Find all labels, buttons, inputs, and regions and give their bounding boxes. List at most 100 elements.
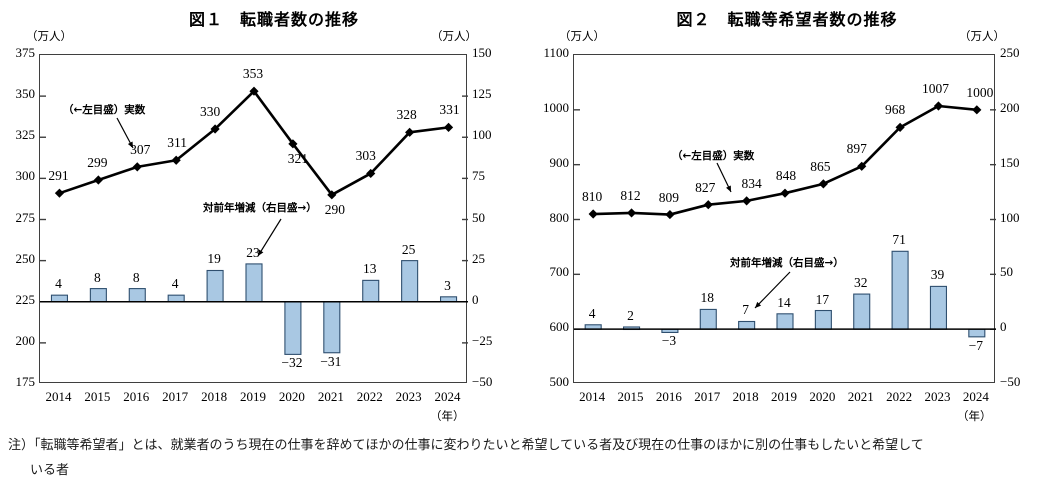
x-axis-tick-label: 2017 (162, 389, 189, 404)
y-axis-tick-label: 300 (15, 168, 36, 184)
x-axis-tick-label: 2014 (45, 389, 72, 404)
x-axis-tick-label: 2022 (886, 389, 913, 404)
y-axis-tick-label: 800 (549, 209, 570, 225)
x-axis-tick-label: 2024 (434, 389, 461, 404)
line-value-label: 290 (324, 201, 345, 217)
bar-value-label: 8 (93, 269, 101, 285)
y-axis-tick-label: 175 (15, 374, 36, 389)
y2-axis-tick-label: 0 (1000, 319, 1007, 335)
x-axis-tick-label: 2018 (201, 389, 228, 404)
x-axis-tick-label: 2023 (395, 389, 422, 404)
y-axis-tick-label: 350 (15, 86, 36, 102)
bar-value-label: 14 (777, 294, 791, 310)
x-axis-tick-label: 2017 (694, 389, 721, 404)
bar-value-label: 4 (55, 276, 62, 292)
bar-value-label: 19 (207, 251, 221, 267)
bar-value-label: 13 (362, 261, 377, 277)
line-series-annotation: （←左目盛）実数 (63, 104, 146, 116)
bar-value-label: 4 (171, 276, 179, 292)
y2-axis-tick-label: 75 (472, 168, 485, 184)
line-value-label: 331 (439, 102, 460, 118)
line-value-label: 810 (582, 189, 603, 205)
y2-axis-tick-label: 125 (472, 86, 492, 102)
x-axis-tick-label: 2015 (617, 389, 644, 404)
y2-axis-tick-label: −50 (1000, 374, 1021, 389)
bar-value-label: 17 (815, 291, 830, 307)
bar-value-label: 8 (132, 269, 140, 285)
line-value-label: 827 (695, 179, 716, 195)
figure-1-plot-area (39, 54, 468, 383)
x-axis-tick-label: 2020 (278, 389, 305, 404)
footnote-line-2: いる者 (30, 462, 70, 478)
y-axis-tick-label: 250 (15, 250, 36, 266)
y2-axis-tick-label: −50 (472, 374, 493, 389)
figure-1-right-axis-unit: （万人） (431, 29, 477, 43)
bar-value-label: 7 (742, 302, 749, 318)
bar-value-label: −3 (661, 333, 677, 349)
bar-value-label: 39 (930, 267, 945, 283)
line-value-label: 897 (846, 141, 867, 157)
x-axis-tick-label: 2019 (240, 389, 266, 404)
y-axis-tick-label: 600 (549, 319, 570, 335)
line-value-label: 321 (287, 150, 309, 166)
x-axis-tick-label: 2016 (123, 389, 150, 404)
line-value-label: 1000 (966, 84, 994, 100)
figure-2-left-axis-unit: （万人） (559, 29, 605, 43)
line-value-label: 303 (355, 148, 376, 164)
figure-2-title: 図２ 転職等希望者数の推移 (676, 10, 898, 29)
y2-axis-tick-label: 100 (472, 127, 492, 143)
y-axis-tick-label: 1100 (543, 45, 569, 60)
figure-1-title: 図１ 転職者数の推移 (188, 10, 359, 29)
x-axis-tick-label: 2021 (317, 389, 344, 404)
x-axis-tick-label: 2015 (84, 389, 111, 404)
y2-axis-tick-label: 25 (472, 250, 485, 266)
bar-value-label: 4 (588, 305, 596, 321)
line-value-label: 865 (810, 158, 831, 174)
bar-value-label: 32 (853, 275, 868, 291)
figure-1-left-axis-unit: （万人） (26, 29, 72, 43)
y2-axis-tick-label: 250 (1000, 45, 1020, 60)
figure-2-right-axis-unit: （万人） (959, 29, 1005, 43)
line-value-label: 311 (167, 135, 188, 151)
line-value-label: 330 (199, 104, 221, 120)
line-value-label: 1007 (921, 80, 949, 96)
line-value-label: 834 (741, 175, 762, 191)
y2-axis-tick-label: 100 (1000, 209, 1020, 225)
bar-value-label: 3 (444, 277, 451, 293)
x-axis-tick-label: 2021 (847, 389, 874, 404)
y2-axis-tick-label: 50 (472, 209, 485, 225)
bar-value-label: −31 (320, 353, 342, 369)
bar-series-annotation: 対前年増減（右目盛→） (203, 202, 317, 214)
y-axis-tick-label: 325 (15, 127, 36, 143)
y2-axis-tick-label: 150 (472, 45, 492, 60)
x-axis-tick-label: 2018 (732, 389, 759, 404)
line-value-label: 299 (87, 155, 108, 171)
bar-value-label: −32 (281, 355, 303, 371)
line-value-label: 291 (48, 168, 69, 184)
x-axis-tick-label: 2020 (809, 389, 836, 404)
figure-2: 図２ 転職等希望者数の推移 （万人） （万人） （年） 1100 1000 900 8… (521, 0, 1041, 430)
x-axis-tick-label: 2014 (579, 389, 606, 404)
x-axis-tick-label: 2022 (356, 389, 383, 404)
line-series-annotation: （←左目盛）実数 (672, 150, 755, 162)
x-axis-tick-label: 2023 (924, 389, 951, 404)
line-value-label: 968 (884, 102, 906, 118)
figure-2-x-axis-unit: （年） (957, 409, 992, 423)
y2-axis-tick-label: 150 (1000, 154, 1020, 170)
line-value-label: 307 (130, 141, 151, 157)
figure-2-plot-area (573, 54, 996, 383)
y-axis-tick-label: 375 (15, 45, 36, 60)
y2-axis-tick-label: 50 (1000, 264, 1013, 280)
y-axis-tick-label: 900 (549, 154, 570, 170)
y-axis-tick-label: 500 (549, 374, 570, 389)
bar-value-label: 23 (246, 244, 260, 260)
y-axis-tick-label: 200 (15, 332, 36, 348)
y2-axis-tick-label: −25 (472, 332, 493, 348)
y2-axis-tick-label: 0 (472, 291, 479, 307)
y2-axis-tick-label: 200 (1000, 99, 1020, 115)
figure-1-x-axis-unit: （年） (430, 409, 465, 423)
bar-value-label: 2 (627, 307, 634, 323)
bar-series-annotation: 対前年増減（右目盛→） (730, 257, 844, 269)
y-axis-tick-label: 1000 (543, 99, 569, 115)
